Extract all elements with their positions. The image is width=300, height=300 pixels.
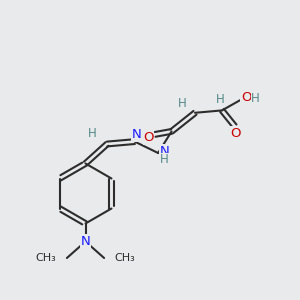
Text: H: H (160, 153, 169, 166)
Text: O: O (230, 127, 241, 140)
Text: H: H (88, 127, 97, 140)
Text: H: H (216, 93, 225, 106)
Text: H: H (251, 92, 260, 105)
Text: O: O (143, 131, 154, 144)
Text: H: H (178, 97, 187, 110)
Text: CH₃: CH₃ (115, 253, 135, 263)
Text: CH₃: CH₃ (36, 253, 56, 263)
Text: N: N (81, 235, 90, 248)
Text: O: O (241, 91, 251, 104)
Text: N: N (160, 145, 169, 158)
Text: N: N (131, 128, 141, 142)
